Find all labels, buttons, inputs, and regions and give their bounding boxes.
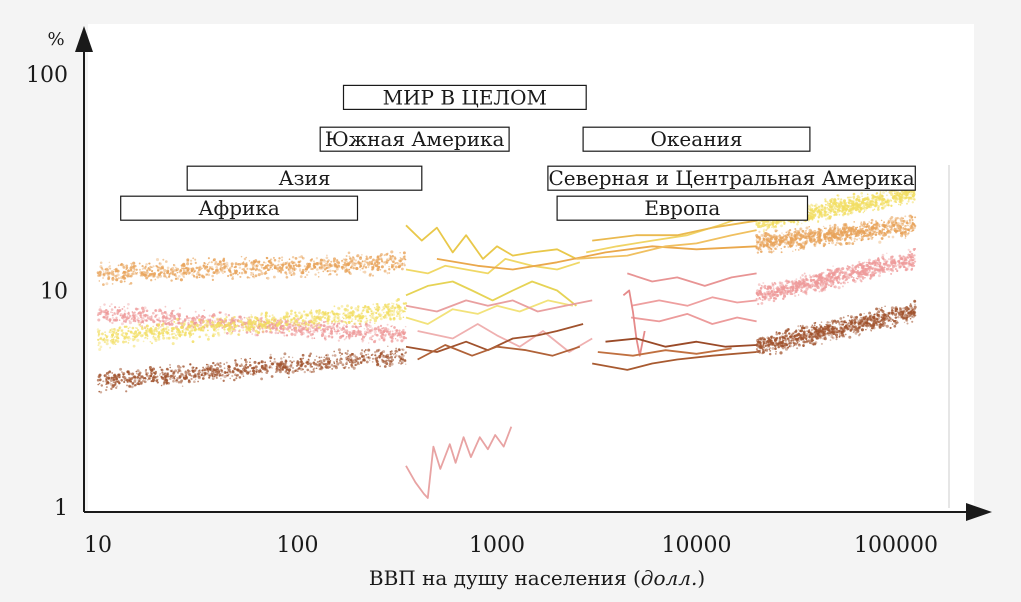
data-line-3	[405, 280, 577, 307]
region-label-5: Океания	[582, 126, 811, 152]
data-line-18	[592, 351, 757, 371]
x-tick-label: 10000	[662, 533, 732, 558]
y-tick-label: 100	[26, 63, 68, 88]
x-axis-label-unit: долл.	[641, 566, 698, 590]
region-label-box	[582, 126, 811, 152]
data-line-20	[405, 426, 513, 499]
data-band-3	[96, 298, 408, 352]
region-label-text: Европа	[644, 196, 720, 220]
data-band-4	[96, 345, 408, 394]
data-line-14	[622, 289, 646, 357]
region-label-box	[120, 195, 359, 221]
data-band-8	[755, 299, 917, 356]
data-line-17	[605, 337, 757, 348]
data-line-6	[586, 211, 757, 254]
x-axis-label: ВВП на душу населения (долл.)	[369, 566, 705, 590]
region-label-3: Азия	[186, 165, 423, 191]
x-axis-label-text: ВВП на душу населения	[369, 566, 627, 590]
data-line-4	[405, 299, 574, 325]
x-tick-label: 1000	[469, 533, 525, 558]
region-label-text: Африка	[198, 196, 279, 220]
data-line-13	[630, 313, 757, 325]
data-band-6	[755, 214, 917, 254]
data-band-7	[755, 247, 917, 306]
region-label-box	[342, 84, 587, 111]
y-unit-label: %	[47, 29, 64, 50]
region-label-text: Южная Америка	[325, 127, 505, 151]
region-label-4: Африка	[120, 195, 359, 221]
data-line-16	[417, 344, 581, 361]
region-label-7: Европа	[556, 195, 809, 221]
region-label-text: Океания	[651, 127, 743, 151]
data-line-1	[405, 224, 577, 260]
region-label-text: МИР В ЦЕЛОМ	[383, 85, 547, 109]
data-line-11	[627, 272, 757, 287]
y-axis-arrow	[75, 26, 93, 52]
x-axis-arrow	[966, 503, 992, 521]
region-label-text: Северная и Центральная Америка	[548, 166, 914, 190]
series-layer	[405, 211, 757, 499]
x-ticks: 10 100 1000 10000 100000	[84, 533, 938, 558]
region-label-box	[547, 165, 916, 191]
y-tick-label: 10	[40, 280, 68, 305]
x-tick-label: 100	[277, 533, 319, 558]
x-tick-label: 100000	[854, 533, 938, 558]
y-tick-label: 1	[54, 496, 68, 521]
x-tick-label: 10	[84, 533, 112, 558]
data-line-15	[405, 323, 584, 353]
region-label-text: Азия	[278, 166, 330, 190]
data-line-9	[405, 299, 593, 313]
region-label-box	[319, 126, 510, 152]
data-line-8	[576, 229, 757, 260]
data-line-2	[405, 258, 581, 275]
region-labels: МИР В ЦЕЛОМ Южная Америка Азия Африка Океани…	[120, 84, 916, 221]
data-line-19	[597, 347, 732, 357]
data-line-5	[436, 245, 757, 271]
region-label-1: МИР В ЦЕЛОМ	[342, 84, 587, 111]
data-band-1	[96, 250, 407, 286]
region-label-box	[556, 195, 809, 221]
region-label-2: Южная Америка	[319, 126, 510, 152]
data-line-7	[592, 219, 757, 242]
y-ticks: 1 10 100	[26, 63, 68, 521]
data-line-12	[630, 296, 757, 307]
region-label-6: Северная и Центральная Америка	[547, 165, 916, 191]
region-label-box	[186, 165, 423, 191]
